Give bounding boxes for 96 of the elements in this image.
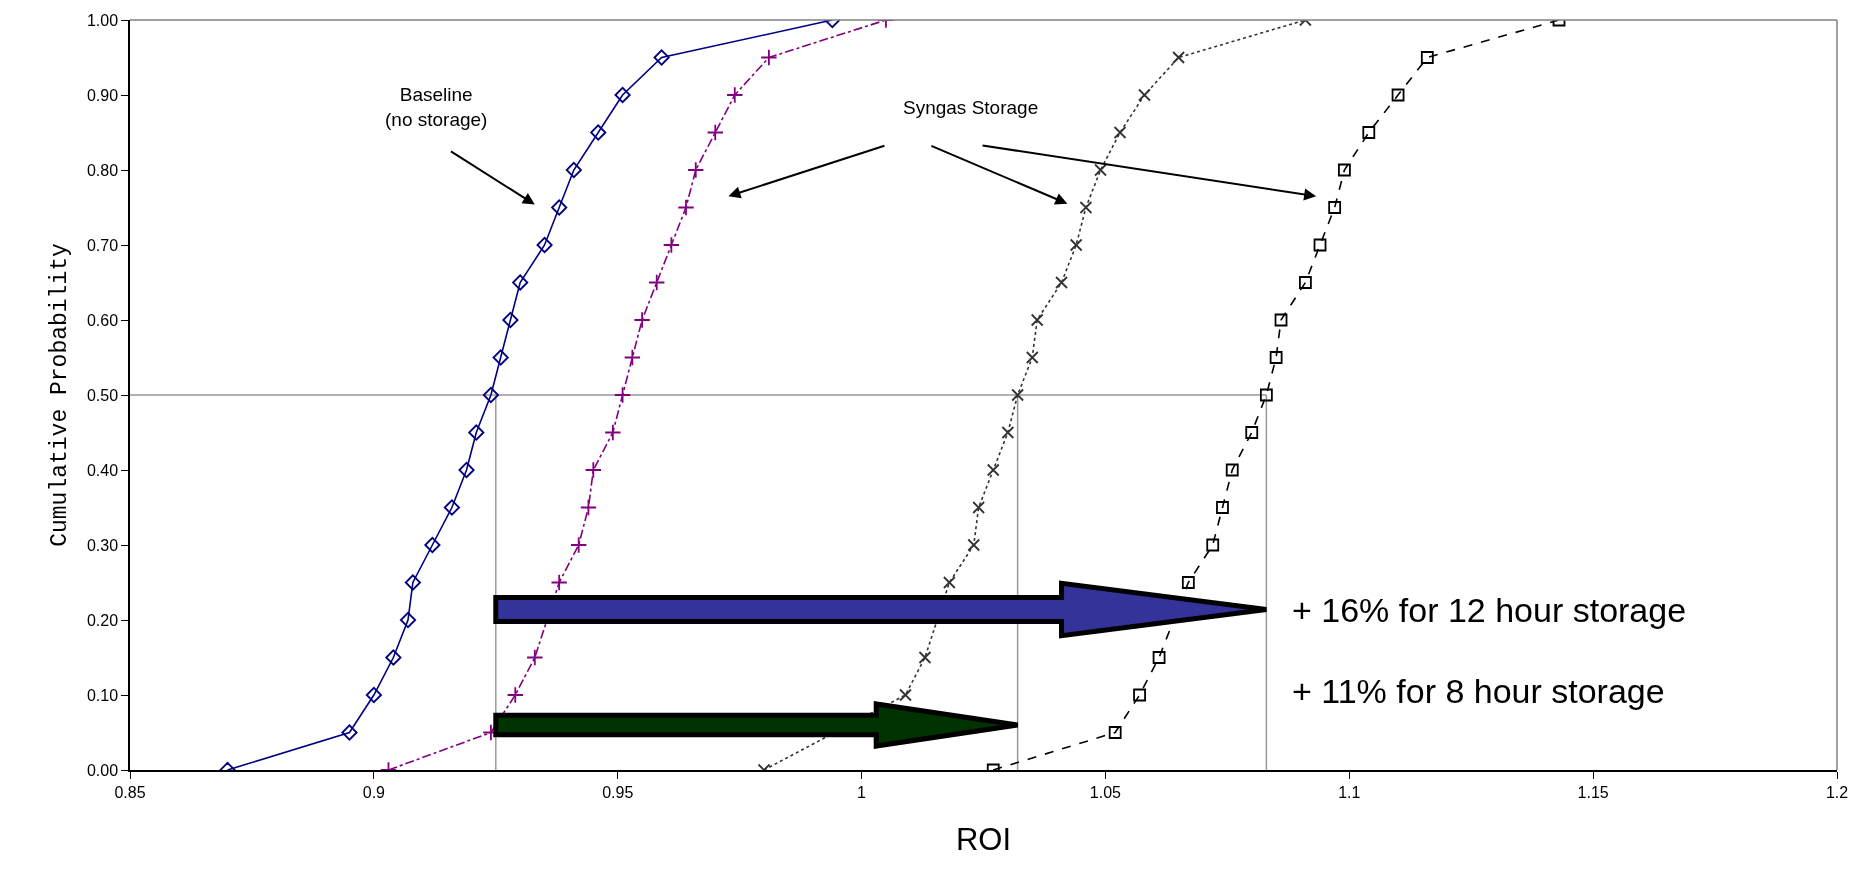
point	[1245, 426, 1259, 439]
point	[1079, 201, 1093, 214]
point	[526, 648, 544, 667]
x-tick-label: 1.1	[1338, 783, 1361, 801]
annotation: Syngas Storage	[903, 97, 1039, 118]
y-tick-label: 0.00	[86, 761, 119, 779]
annotation: + 16% for 12 hour storage	[1292, 591, 1687, 629]
point	[502, 311, 519, 329]
point	[760, 48, 778, 67]
point	[623, 348, 641, 367]
y-tick-label: 0.50	[86, 386, 119, 404]
point	[443, 499, 460, 516]
point	[1108, 726, 1122, 739]
point	[687, 161, 705, 179]
point	[1138, 88, 1151, 102]
point	[1030, 313, 1044, 327]
point	[570, 536, 588, 554]
point	[613, 386, 632, 404]
y-tick-label: 0.90	[86, 86, 119, 104]
point	[1225, 463, 1239, 477]
point	[899, 688, 912, 702]
point	[986, 463, 1000, 477]
point	[1362, 126, 1376, 139]
x-tick-label: 1.2	[1825, 783, 1849, 801]
x-tick-label: 0.9	[362, 783, 386, 801]
annotation: + 11% for 8 hour storage	[1292, 672, 1665, 710]
point	[506, 686, 524, 704]
point	[1259, 388, 1273, 402]
y-axis-title: Cumulative Probability	[46, 242, 73, 547]
y-tick-label: 0.60	[86, 311, 119, 329]
point	[424, 536, 441, 554]
point	[551, 199, 568, 216]
point	[404, 574, 421, 591]
point	[942, 576, 956, 589]
point	[653, 49, 670, 66]
point	[1025, 351, 1039, 364]
y-tick-label: 1.00	[86, 11, 119, 29]
point	[590, 124, 607, 141]
y-tick-label: 0.70	[86, 236, 119, 254]
point	[918, 651, 932, 664]
point	[492, 349, 509, 366]
point	[385, 649, 402, 666]
point	[614, 86, 631, 104]
point	[972, 501, 986, 514]
y-tick-label: 0.20	[86, 611, 119, 629]
point	[482, 386, 499, 404]
point	[1094, 163, 1107, 177]
point	[662, 236, 680, 254]
point	[1391, 88, 1405, 102]
x-tick-label: 1.05	[1089, 783, 1122, 801]
point	[604, 423, 622, 442]
point	[512, 274, 529, 291]
point	[1274, 313, 1288, 327]
point	[579, 498, 598, 517]
point	[365, 686, 382, 704]
x-tick-label: 1	[857, 783, 867, 801]
point	[648, 273, 666, 292]
point	[633, 311, 651, 329]
point	[565, 161, 582, 179]
point	[1001, 426, 1015, 439]
y-tick-label: 0.30	[86, 536, 119, 554]
x-axis-title: ROI	[955, 821, 1012, 857]
point	[1152, 651, 1166, 664]
point	[1055, 276, 1068, 289]
point	[1133, 688, 1146, 702]
point	[1011, 388, 1025, 402]
point	[1216, 501, 1229, 514]
point	[399, 611, 417, 629]
point	[706, 123, 724, 142]
x-tick-label: 0.85	[114, 783, 146, 801]
point	[468, 424, 485, 441]
point	[536, 236, 553, 254]
point	[1269, 351, 1283, 364]
point	[1113, 126, 1127, 139]
x-tick-label: 0.95	[602, 783, 634, 801]
y-tick-label: 0.80	[86, 161, 119, 179]
point	[1328, 201, 1342, 214]
point	[584, 461, 602, 479]
point	[1206, 538, 1220, 552]
point	[726, 86, 744, 104]
point	[1069, 238, 1083, 252]
point	[1338, 163, 1351, 177]
point	[1420, 51, 1434, 64]
point	[550, 573, 568, 592]
point	[341, 724, 358, 741]
y-tick-label: 0.40	[86, 461, 119, 479]
point	[1298, 276, 1312, 289]
point	[967, 538, 981, 552]
point	[677, 198, 695, 217]
y-tick-label: 0.10	[86, 686, 119, 704]
point	[1172, 51, 1185, 64]
point	[1181, 576, 1195, 589]
point	[1313, 238, 1327, 252]
annotation: Baseline (no storage)	[385, 84, 488, 130]
point	[458, 461, 475, 479]
x-tick-label: 1.15	[1577, 783, 1609, 801]
